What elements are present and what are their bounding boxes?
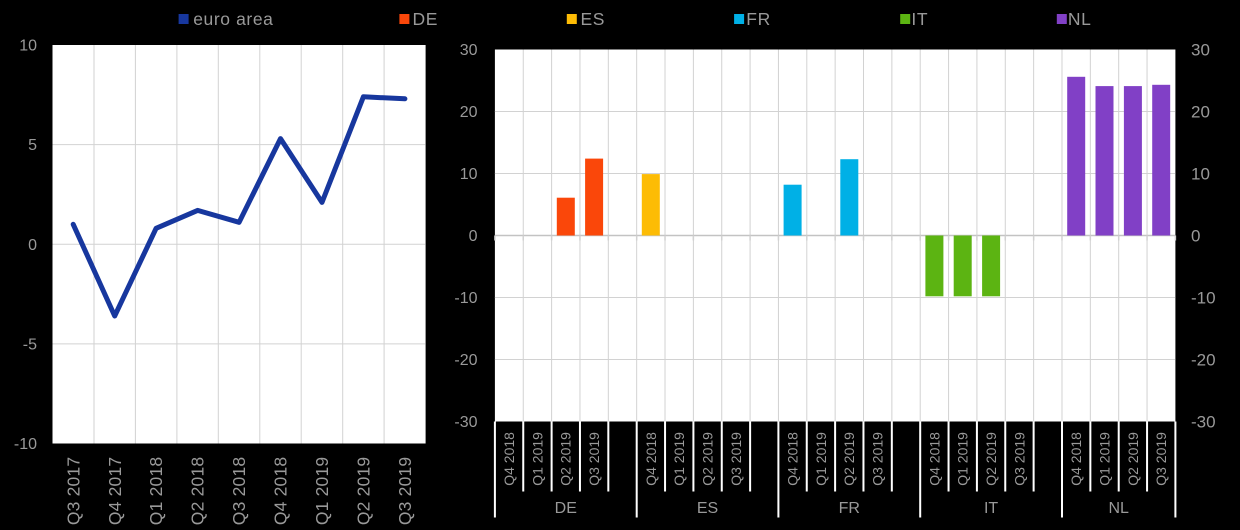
svg-text:Q3 2019: Q3 2019: [728, 432, 744, 486]
svg-text:ES: ES: [697, 500, 718, 517]
svg-text:-10: -10: [14, 436, 37, 453]
svg-text:Q3 2019: Q3 2019: [870, 432, 886, 486]
svg-text:Q4 2018: Q4 2018: [501, 432, 517, 486]
svg-text:FR: FR: [839, 500, 860, 517]
svg-text:Q3 2017: Q3 2017: [63, 457, 83, 526]
svg-text:NL: NL: [1068, 9, 1092, 29]
svg-text:Q2 2018: Q2 2018: [188, 457, 208, 526]
svg-text:-30: -30: [1191, 412, 1216, 431]
svg-text:Q4 2018: Q4 2018: [271, 457, 291, 526]
svg-text:-10: -10: [454, 290, 477, 307]
svg-text:0: 0: [1191, 226, 1200, 245]
svg-text:20: 20: [1191, 102, 1210, 121]
svg-text:Q2 2019: Q2 2019: [354, 457, 374, 526]
svg-text:Q3 2019: Q3 2019: [1153, 432, 1169, 486]
svg-text:Q2 2019: Q2 2019: [841, 432, 857, 486]
svg-text:Q3 2019: Q3 2019: [395, 457, 415, 526]
svg-text:Q3 2018: Q3 2018: [229, 457, 249, 526]
svg-text:Q3 2019: Q3 2019: [586, 432, 602, 486]
svg-text:Q4 2018: Q4 2018: [926, 432, 942, 486]
svg-text:30: 30: [1191, 40, 1210, 59]
svg-text:Q1 2019: Q1 2019: [813, 432, 829, 486]
svg-text:Q1 2019: Q1 2019: [955, 432, 971, 486]
svg-text:ES: ES: [581, 9, 606, 29]
svg-text:Q4 2018: Q4 2018: [643, 432, 659, 486]
svg-text:Q1 2019: Q1 2019: [1096, 432, 1112, 486]
svg-text:-20: -20: [1191, 350, 1216, 369]
svg-text:Q4 2018: Q4 2018: [1068, 432, 1084, 486]
svg-text:FR: FR: [746, 9, 771, 29]
svg-text:5: 5: [28, 137, 37, 154]
svg-text:20: 20: [460, 104, 478, 121]
svg-text:Q3 2019: Q3 2019: [1011, 432, 1027, 486]
svg-text:-10: -10: [1191, 288, 1216, 307]
svg-text:0: 0: [469, 228, 478, 245]
svg-text:IT: IT: [984, 500, 998, 517]
svg-text:10: 10: [19, 38, 37, 55]
svg-text:Q1 2019: Q1 2019: [671, 432, 687, 486]
svg-text:-30: -30: [454, 414, 477, 431]
svg-text:Q2 2019: Q2 2019: [1125, 432, 1141, 486]
svg-text:euro area: euro area: [193, 9, 273, 29]
svg-text:Q2 2019: Q2 2019: [983, 432, 999, 486]
svg-text:NL: NL: [1108, 500, 1129, 517]
svg-text:DE: DE: [413, 9, 439, 29]
svg-text:Q1 2019: Q1 2019: [312, 457, 332, 526]
svg-text:Q1 2018: Q1 2018: [146, 457, 166, 526]
svg-text:Q4 2018: Q4 2018: [784, 432, 800, 486]
svg-text:0: 0: [28, 237, 37, 254]
svg-text:Q2 2019: Q2 2019: [699, 432, 715, 486]
svg-text:-20: -20: [454, 352, 477, 369]
svg-text:10: 10: [460, 166, 478, 183]
svg-text:IT: IT: [911, 9, 928, 29]
svg-text:Q4 2017: Q4 2017: [105, 457, 125, 526]
svg-text:DE: DE: [555, 500, 577, 517]
svg-text:-5: -5: [23, 337, 37, 354]
svg-text:Q1 2019: Q1 2019: [529, 432, 545, 486]
svg-text:30: 30: [460, 42, 478, 59]
svg-text:Q2 2019: Q2 2019: [558, 432, 574, 486]
svg-text:10: 10: [1191, 164, 1210, 183]
